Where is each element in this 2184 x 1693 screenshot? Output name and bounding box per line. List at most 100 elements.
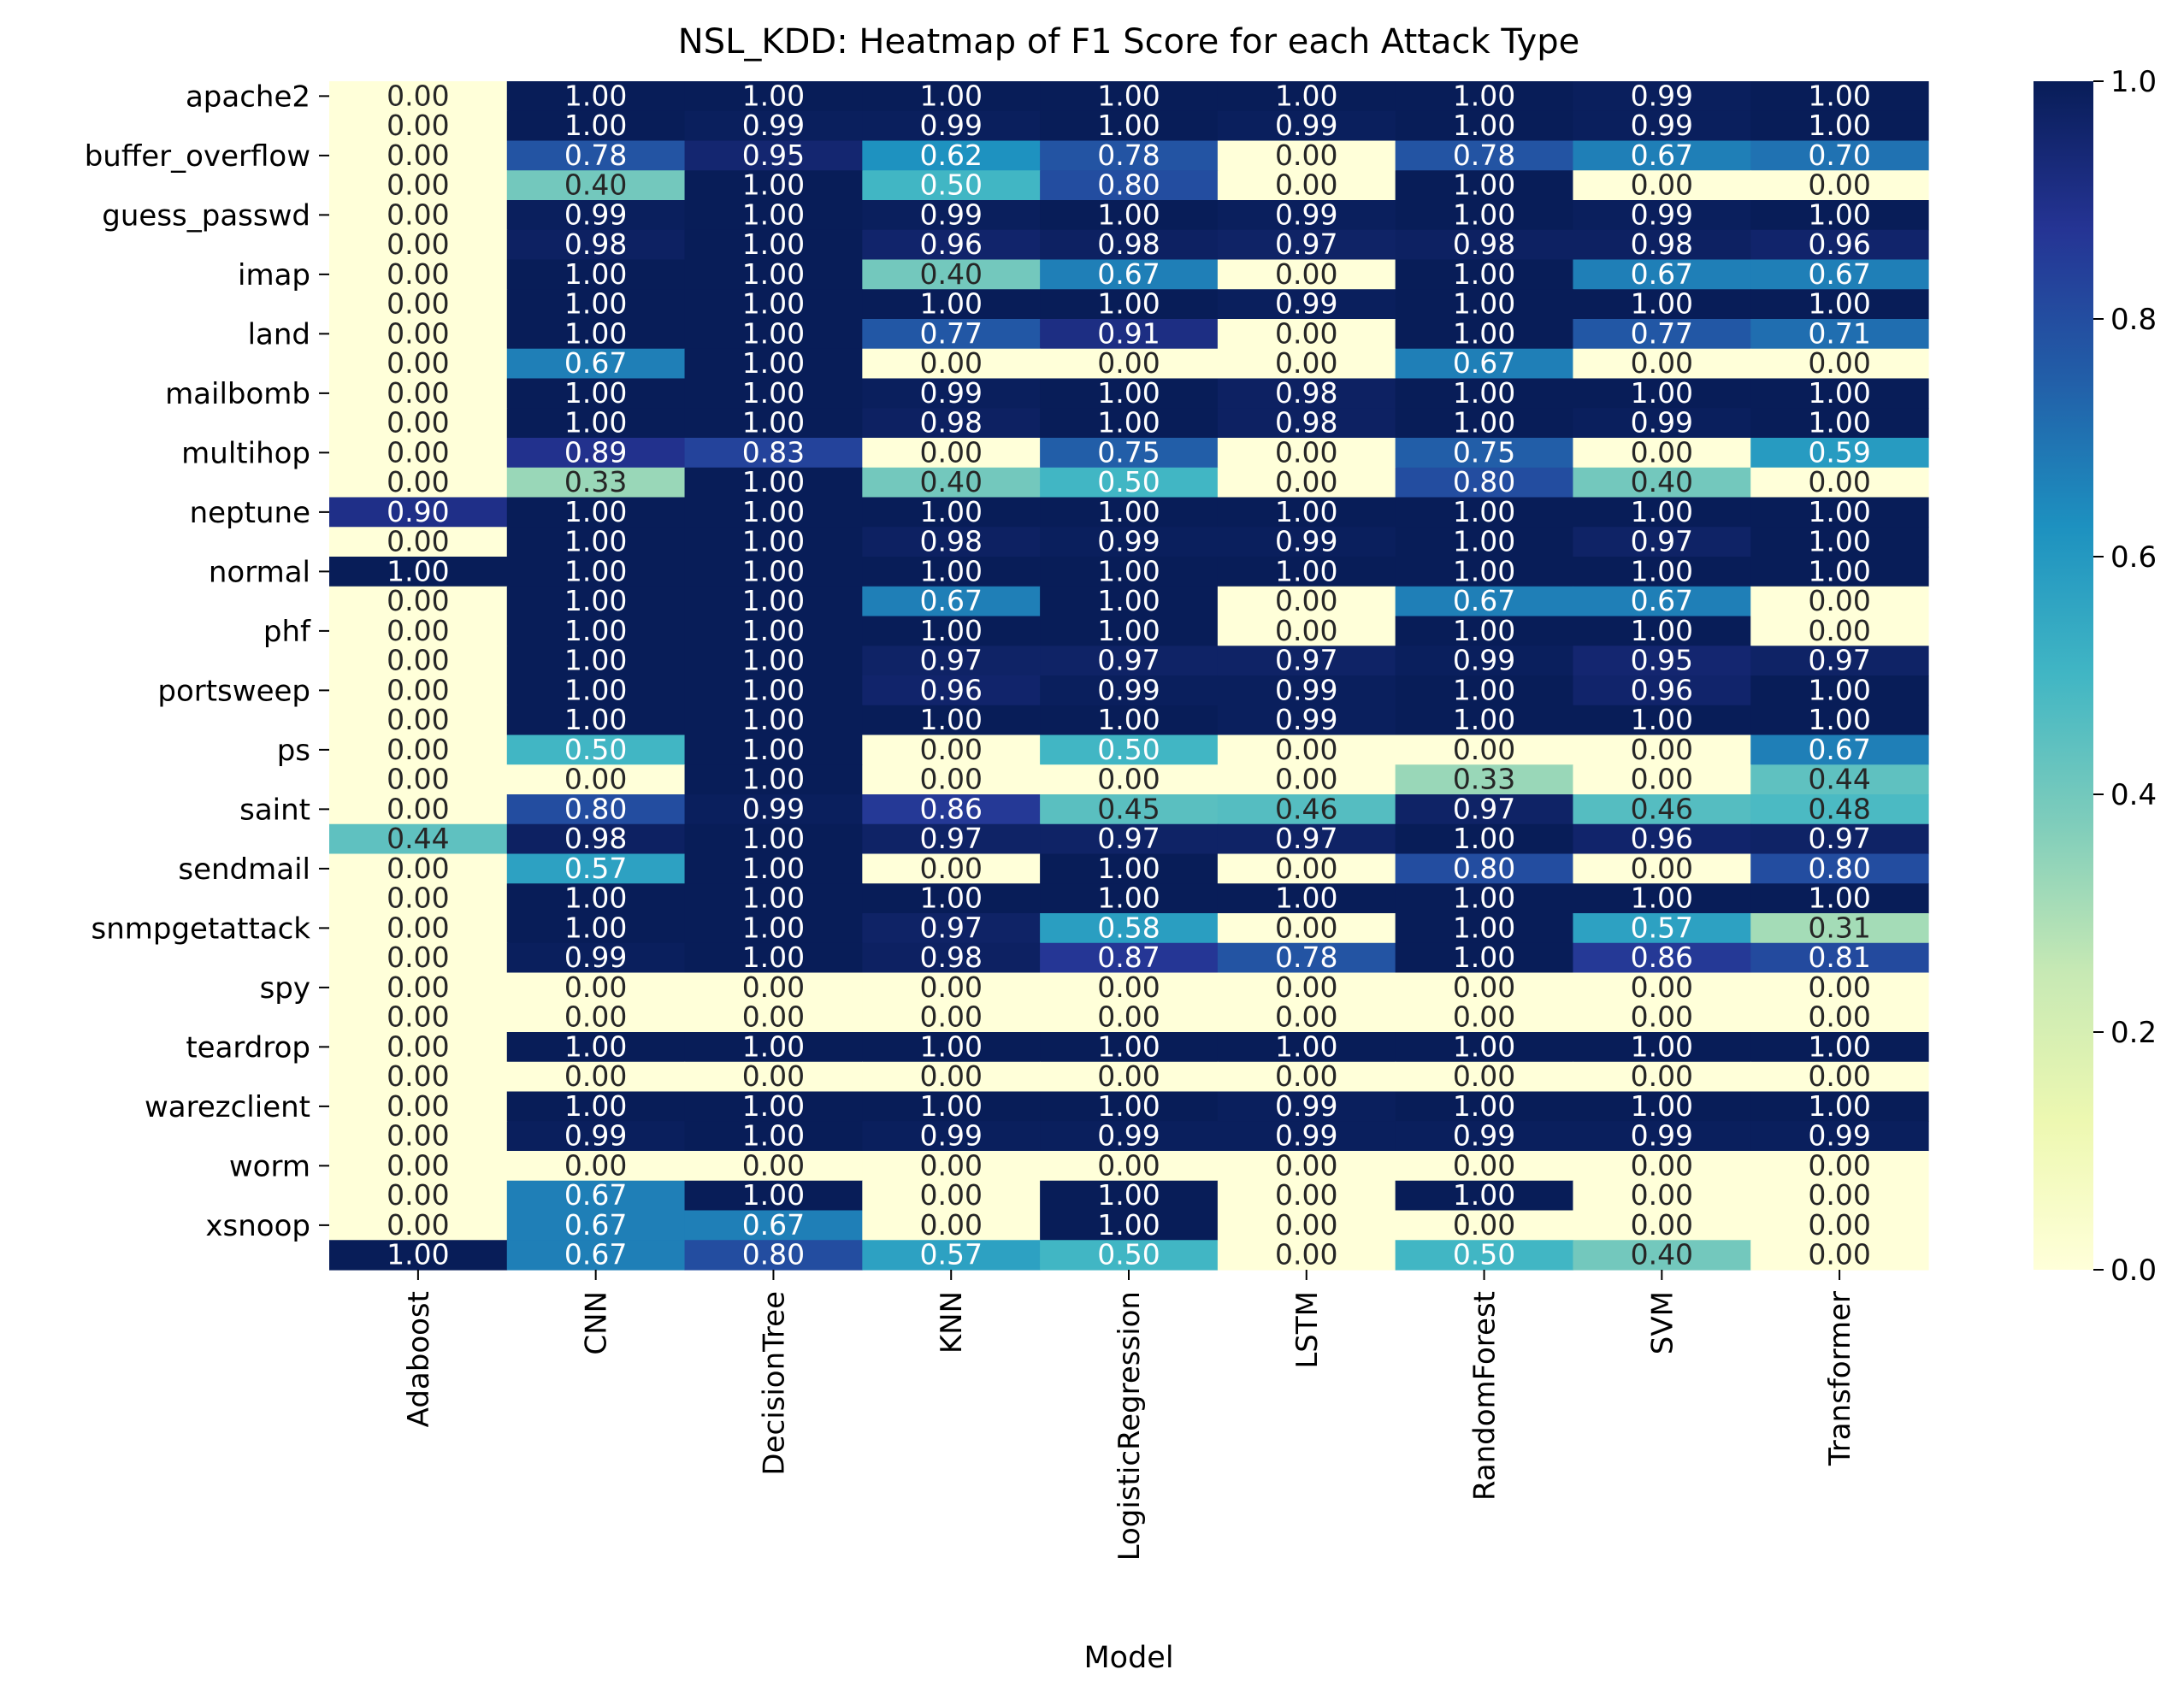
heatmap-cell xyxy=(862,1121,1041,1152)
heatmap-cell xyxy=(1040,110,1219,142)
heatmap-cell xyxy=(684,1032,863,1063)
cell-value-label: 0.00 xyxy=(387,257,449,291)
cell-value-label: 1.00 xyxy=(1097,614,1160,647)
cell-value-label: 0.00 xyxy=(1097,970,1160,1004)
cell-value-label: 0.00 xyxy=(1275,465,1337,498)
cell-value-label: 1.00 xyxy=(1808,525,1870,558)
heatmap-cell xyxy=(1217,467,1396,498)
heatmap-cell xyxy=(506,913,686,944)
heatmap-cell xyxy=(1750,527,1929,557)
heatmap-cell xyxy=(1217,140,1396,171)
cell-value-label: 0.99 xyxy=(1275,703,1337,736)
heatmap-cell xyxy=(1040,527,1219,557)
cell-value-label: 0.99 xyxy=(1275,287,1337,321)
heatmap-cell xyxy=(684,81,863,112)
cell-value-label: 1.00 xyxy=(742,406,805,439)
cell-value-label: 0.83 xyxy=(742,435,805,469)
heatmap-cell xyxy=(862,1180,1041,1212)
cell-value-label: 0.00 xyxy=(1097,1148,1160,1182)
y-tick-label: warezclient xyxy=(145,1090,310,1124)
cell-value-label: 0.00 xyxy=(387,525,449,558)
heatmap-cell xyxy=(1395,734,1574,765)
cell-value-label: 1.00 xyxy=(919,703,982,736)
heatmap-cell xyxy=(1573,497,1751,528)
cell-value-label: 1.00 xyxy=(742,852,805,885)
cell-value-label: 0.00 xyxy=(1631,970,1693,1004)
heatmap-cell xyxy=(684,1151,863,1182)
heatmap-cell xyxy=(506,438,686,469)
heatmap-cell xyxy=(1750,764,1929,795)
heatmap-cell xyxy=(862,527,1041,557)
cell-value-label: 0.97 xyxy=(1808,644,1870,677)
cell-value-label: 0.50 xyxy=(1453,1238,1515,1271)
heatmap-cell xyxy=(684,705,863,736)
cell-value-label: 0.40 xyxy=(919,257,982,291)
heatmap-cell xyxy=(862,853,1041,884)
heatmap-cell xyxy=(506,1121,686,1152)
heatmap-cell xyxy=(1040,259,1219,290)
cell-value-label: 1.00 xyxy=(564,1029,627,1063)
cell-value-label: 0.00 xyxy=(387,1000,449,1034)
cell-value-label: 1.00 xyxy=(1453,168,1515,202)
cell-value-label: 0.00 xyxy=(1275,733,1337,766)
cell-value-label: 0.99 xyxy=(1631,1119,1693,1153)
cell-value-label: 0.99 xyxy=(1097,1119,1160,1153)
cell-value-label: 0.98 xyxy=(1453,227,1515,261)
heatmap-cell xyxy=(1395,527,1574,557)
heatmap-cell xyxy=(1040,408,1219,439)
cell-value-label: 1.00 xyxy=(1097,1029,1160,1063)
heatmap-cell xyxy=(862,586,1041,617)
heatmap-cell xyxy=(1040,646,1219,676)
heatmap-cell xyxy=(329,646,508,676)
colorbar-tick-label: 0.0 xyxy=(2110,1254,2157,1288)
cell-value-label: 0.97 xyxy=(1631,525,1693,558)
cell-value-label: 1.00 xyxy=(1631,554,1693,587)
heatmap-cell xyxy=(506,81,686,112)
heatmap-cell xyxy=(684,200,863,231)
cell-value-label: 1.00 xyxy=(742,644,805,677)
heatmap-cell xyxy=(1217,259,1396,290)
cell-value-label: 0.91 xyxy=(1097,316,1160,350)
heatmap-cell xyxy=(1573,1151,1751,1182)
x-tick-label: RandomForest xyxy=(1468,1291,1502,1501)
heatmap-cell xyxy=(684,1180,863,1212)
cell-value-label: 1.00 xyxy=(919,79,982,112)
heatmap-cell xyxy=(1040,1210,1219,1241)
heatmap-cell xyxy=(329,942,508,974)
heatmap-cell xyxy=(1217,764,1396,795)
cell-value-label: 0.00 xyxy=(1631,763,1693,796)
cell-value-label: 0.00 xyxy=(742,1059,805,1093)
cell-value-label: 0.00 xyxy=(387,1119,449,1153)
cell-value-label: 0.99 xyxy=(564,198,627,231)
cell-value-label: 1.00 xyxy=(564,79,627,112)
x-tick-label: KNN xyxy=(935,1291,969,1354)
cell-value-label: 0.99 xyxy=(1275,198,1337,231)
cell-value-label: 0.00 xyxy=(387,792,449,825)
cell-value-label: 0.96 xyxy=(1808,227,1870,261)
heatmap-cell xyxy=(684,1121,863,1152)
heatmap-cell xyxy=(684,913,863,944)
heatmap-cell xyxy=(1750,1240,1929,1271)
heatmap-cell xyxy=(684,1240,863,1271)
cell-value-label: 0.00 xyxy=(1097,1000,1160,1034)
heatmap-cell xyxy=(862,794,1041,825)
heatmap-cell xyxy=(329,140,508,171)
cell-value-label: 0.00 xyxy=(564,1059,627,1093)
heatmap-cell xyxy=(506,823,686,855)
cell-value-label: 0.75 xyxy=(1097,435,1160,469)
cell-value-label: 1.00 xyxy=(1808,673,1870,706)
cell-value-label: 1.00 xyxy=(742,346,805,380)
heatmap-cell xyxy=(329,913,508,944)
cell-value-label: 0.80 xyxy=(1453,465,1515,498)
heatmap-cell xyxy=(1217,527,1396,557)
heatmap-cell xyxy=(1573,764,1751,795)
cell-value-label: 0.98 xyxy=(919,406,982,439)
cell-value-label: 1.00 xyxy=(1453,614,1515,647)
heatmap-cell xyxy=(506,259,686,290)
heatmap-cell xyxy=(1217,1240,1396,1271)
cell-value-label: 0.99 xyxy=(1631,79,1693,112)
cell-value-label: 0.00 xyxy=(919,346,982,380)
heatmap-cell xyxy=(1750,557,1929,587)
heatmap-cell xyxy=(1573,1240,1751,1271)
cell-value-label: 0.99 xyxy=(1097,673,1160,706)
